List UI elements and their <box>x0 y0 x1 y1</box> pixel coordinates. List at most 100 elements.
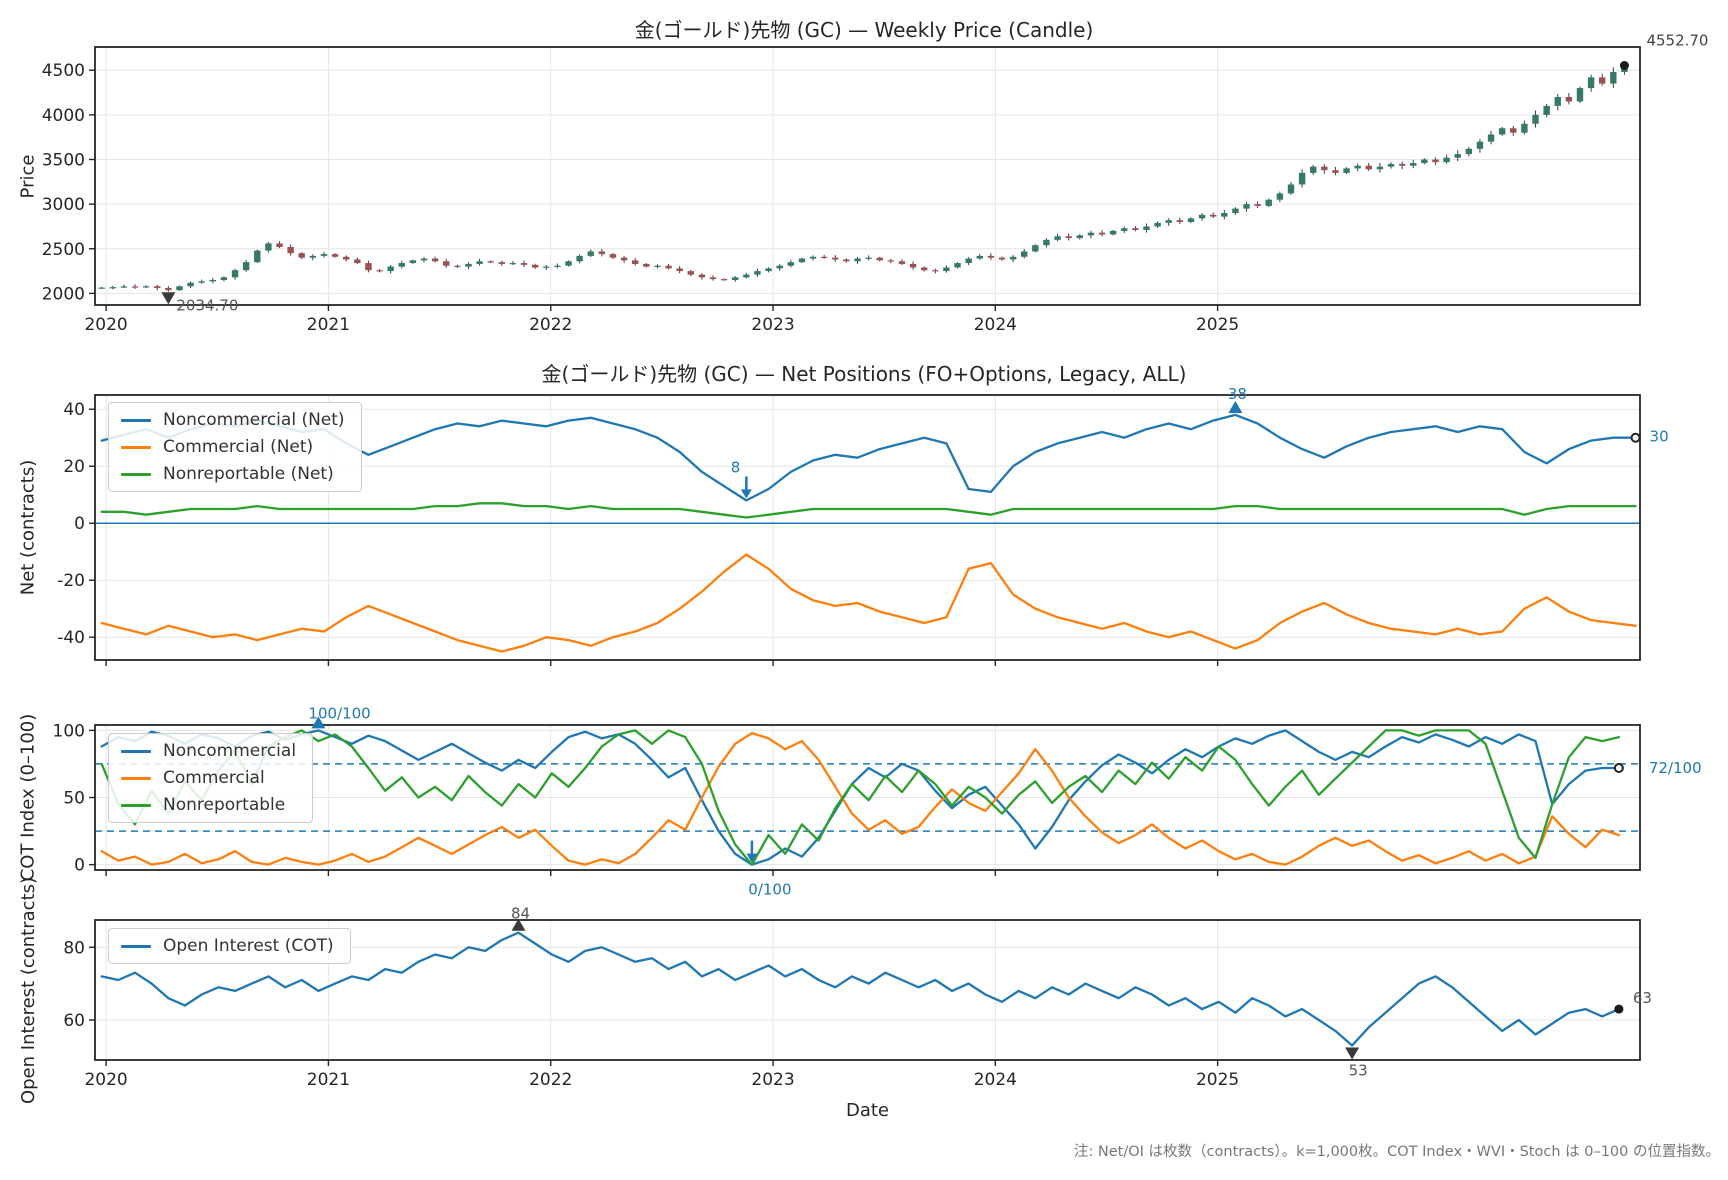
annotation-label: 30 <box>1650 428 1669 446</box>
last-value-ring <box>1630 432 1641 443</box>
annotation-label: 84 <box>511 905 530 923</box>
candle-up <box>209 280 217 282</box>
annotation-label: 53 <box>1349 1061 1368 1079</box>
candle-down <box>454 265 461 267</box>
y-tick-label: 80 <box>63 938 85 958</box>
panel-border <box>94 394 1641 661</box>
candle-up <box>1032 245 1039 252</box>
candle-up <box>1532 114 1539 124</box>
candle-down <box>687 271 694 275</box>
candle-up <box>1576 88 1584 102</box>
last-value-dot <box>1619 61 1629 71</box>
candle-down <box>1599 77 1606 84</box>
candle-up <box>543 266 550 268</box>
candle-up <box>1109 230 1117 235</box>
candle-down <box>165 288 172 291</box>
candle-up <box>1443 157 1450 163</box>
candle-up <box>1043 239 1050 246</box>
candle-down <box>376 270 383 272</box>
x-tick-label: 2024 <box>974 1070 1017 1090</box>
candle-down <box>487 261 494 263</box>
candle-up <box>1354 165 1361 169</box>
candle-up <box>198 281 205 283</box>
candle-up <box>1265 199 1272 206</box>
candle-up <box>1310 166 1317 173</box>
candle-down <box>276 243 283 247</box>
candle-down <box>720 279 728 281</box>
x-tick-label: 2023 <box>751 315 794 335</box>
x-tick-label: 2024 <box>974 315 1017 335</box>
candle-up <box>1298 172 1306 185</box>
series-line <box>100 729 1621 866</box>
candle-up <box>120 286 128 288</box>
price-axis-label: Price <box>17 154 39 198</box>
x-tick-label: 2020 <box>84 1070 127 1090</box>
candle-down <box>1321 166 1328 171</box>
candle-up <box>1454 154 1461 158</box>
candle-up <box>732 277 739 281</box>
candle-down <box>343 256 350 260</box>
legend-label: Nonreportable <box>163 795 286 815</box>
annotation-label: 8 <box>731 458 741 476</box>
candle-up <box>587 251 594 256</box>
candle-down <box>1098 232 1106 235</box>
legend-item: Nonreportable <box>121 795 296 815</box>
candle-up <box>1276 193 1284 200</box>
candle-up <box>1465 148 1473 155</box>
legend-swatch <box>121 418 151 422</box>
min-marker <box>161 292 176 305</box>
legend-label: Nonreportable (Net) <box>163 464 334 484</box>
y-tick-label: -20 <box>57 571 85 591</box>
x-tick-label: 2021 <box>307 1070 350 1090</box>
candle-down <box>887 260 895 262</box>
candle-down <box>1365 165 1372 170</box>
legend-item: Open Interest (COT) <box>121 936 334 956</box>
candle-up <box>1543 105 1550 115</box>
y-tick-label: 0 <box>74 856 85 876</box>
candle-up <box>265 243 272 251</box>
candle-down <box>131 286 139 288</box>
min-marker <box>1345 1047 1360 1060</box>
annotation-label: 4552.70 <box>1646 32 1708 50</box>
candle-up <box>965 258 972 264</box>
legend-label: Noncommercial <box>163 741 297 761</box>
net-positions-panel-title: 金(ゴールド)先物 (GC) — Net Positions (FO+Optio… <box>541 362 1187 386</box>
candle-down <box>876 257 883 261</box>
panel-border <box>94 46 1641 306</box>
candle-up <box>1487 134 1495 142</box>
candle-down <box>1332 170 1339 173</box>
x-tick-label: 2021 <box>307 315 350 335</box>
candle-up <box>176 286 183 291</box>
candle-down <box>832 257 839 260</box>
legend-item: Commercial <box>121 768 296 788</box>
candle-up <box>1610 71 1617 84</box>
open-interest-legend: Open Interest (COT) <box>108 928 351 964</box>
candle-down <box>1065 236 1072 239</box>
candle-up <box>1376 166 1384 170</box>
x-tick-label: 2022 <box>529 1070 572 1090</box>
candle-down <box>898 261 906 264</box>
candle-down <box>998 257 1006 260</box>
candle-up <box>765 268 772 272</box>
y-tick-label: 3500 <box>42 150 85 170</box>
annotation-label: 72/100 <box>1649 759 1702 777</box>
open-interest-axis-label: Open Interest (contracts) <box>17 876 39 1104</box>
candle-up <box>1187 218 1195 222</box>
candle-up <box>420 258 428 261</box>
candle-up <box>409 260 417 264</box>
candle-down <box>987 255 995 258</box>
arrow-head <box>740 489 752 499</box>
candle-up <box>509 263 517 265</box>
candle-up <box>1521 123 1528 133</box>
max-marker <box>511 918 526 931</box>
legend-swatch <box>121 445 151 449</box>
legend-item: Noncommercial (Net) <box>121 410 345 430</box>
max-marker <box>1228 400 1243 413</box>
candle-down <box>909 263 917 268</box>
series-line <box>100 931 1621 1047</box>
y-tick-label: 60 <box>63 1011 85 1031</box>
candle-up <box>1421 159 1428 164</box>
candle-up <box>1232 208 1239 214</box>
footnote: 注: Net/OI は枚数（contracts）。k=1,000枚。COT In… <box>1073 1144 1720 1160</box>
